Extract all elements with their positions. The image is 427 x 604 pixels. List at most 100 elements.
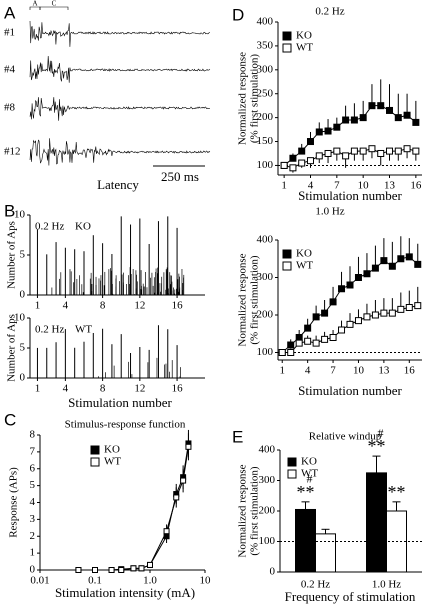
legend-swatch xyxy=(287,469,297,479)
x-tick-label: 10 xyxy=(353,365,365,377)
marker xyxy=(403,145,411,153)
marker xyxy=(315,128,323,136)
x-tick-label: 1.0 xyxy=(143,575,157,587)
marker xyxy=(185,443,192,450)
marker xyxy=(386,106,394,114)
trace-label: #8 xyxy=(4,102,16,114)
marker xyxy=(278,349,286,356)
y-tick-label: 100 xyxy=(259,535,276,547)
y-tick-label: 100 xyxy=(257,159,274,171)
marker xyxy=(287,349,295,356)
marker xyxy=(359,114,367,122)
chart-title: Relative windup xyxy=(309,431,382,443)
x-tick-label: 16 xyxy=(172,383,184,395)
marker xyxy=(289,154,297,162)
marker xyxy=(304,337,312,345)
panel-letter: D xyxy=(232,5,244,24)
marker xyxy=(394,114,402,122)
legend-swatch xyxy=(287,457,297,467)
marker xyxy=(388,262,396,270)
x-axis-title: Stimulation intensity (mA) xyxy=(55,585,195,600)
x-tick-label: 1 xyxy=(279,365,285,377)
panel-label: 0.2 Hz xyxy=(35,221,64,233)
marker xyxy=(333,123,341,131)
marker xyxy=(405,253,413,261)
marker xyxy=(130,565,137,572)
marker xyxy=(306,157,314,165)
marker xyxy=(338,285,346,293)
marker xyxy=(298,147,306,155)
marker xyxy=(298,159,306,167)
y-axis-title: (% first stimulation) xyxy=(249,54,261,144)
x-axis-title: Stimulation number xyxy=(298,383,402,398)
significance-mark: ** xyxy=(297,482,315,502)
scale-bar-label: 250 ms xyxy=(161,169,199,184)
y-tick-label: 0 xyxy=(20,289,26,301)
y-tick-label: 0 xyxy=(20,372,26,384)
marker xyxy=(304,324,312,332)
bar xyxy=(295,508,316,573)
marker xyxy=(295,339,303,347)
y-tick-label: 400 xyxy=(257,16,274,28)
marker xyxy=(92,567,98,573)
series-line xyxy=(284,148,416,169)
legend-label: WT xyxy=(104,456,121,468)
y-axis-title: Normalized response xyxy=(237,52,249,145)
marker xyxy=(280,161,288,169)
x-tick-label: 1 xyxy=(35,300,41,312)
legend-label: KO xyxy=(296,30,312,42)
marker xyxy=(329,334,337,341)
marker xyxy=(368,102,376,110)
marker xyxy=(368,145,376,153)
segment-bracket xyxy=(39,6,69,10)
y-tick-label: 300 xyxy=(259,474,276,486)
x-tick-label: 0.2 Hz xyxy=(301,579,330,591)
x-tick-label: 0.01 xyxy=(30,575,49,587)
segment-label: C xyxy=(52,0,57,8)
legend-label: KO xyxy=(104,444,120,456)
y-tick-label: 350 xyxy=(257,39,274,51)
x-tick-label: 16 xyxy=(404,365,416,377)
legend-swatch xyxy=(282,43,292,53)
legend-swatch xyxy=(282,249,292,259)
x-tick-label: 7 xyxy=(334,180,340,192)
marker xyxy=(397,255,405,263)
marker xyxy=(414,260,422,268)
marker xyxy=(371,264,379,272)
y-tick-label: 400 xyxy=(259,444,276,456)
group-label: WT xyxy=(75,324,92,336)
group-label: KO xyxy=(75,221,91,233)
marker xyxy=(312,313,320,321)
marker xyxy=(403,111,411,119)
marker xyxy=(412,118,420,126)
marker xyxy=(324,127,332,135)
y-tick-label: 7 xyxy=(30,445,36,457)
y-tick-label: 8 xyxy=(30,429,36,441)
series-line xyxy=(283,105,417,166)
y-tick-label: 400 xyxy=(257,234,274,246)
y-tick-label: 5 xyxy=(20,249,26,261)
x-tick-label: 10 xyxy=(200,575,212,587)
y-tick-label: 3 xyxy=(30,513,36,525)
marker xyxy=(346,320,354,328)
y-axis-title: (% first stimulation) xyxy=(249,255,261,345)
x-axis-title: Latency xyxy=(97,177,139,192)
marker xyxy=(380,309,388,317)
panel-letter: A xyxy=(4,3,16,22)
trace xyxy=(29,138,211,166)
marker xyxy=(289,164,297,172)
y-tick-label: 0 xyxy=(30,564,36,576)
y-axis-title: Response (APs) xyxy=(8,467,20,538)
x-tick-label: 13 xyxy=(378,365,390,377)
y-tick-label: 5 xyxy=(30,479,36,491)
marker xyxy=(338,326,346,334)
marker xyxy=(108,567,115,573)
marker xyxy=(180,477,187,484)
trace-label: #12 xyxy=(4,146,21,158)
marker xyxy=(163,528,170,535)
x-tick-label: 7 xyxy=(330,365,336,377)
y-tick-label: 250 xyxy=(257,87,274,99)
marker xyxy=(342,152,350,160)
x-tick-label: 8 xyxy=(100,383,106,395)
marker xyxy=(388,309,396,317)
